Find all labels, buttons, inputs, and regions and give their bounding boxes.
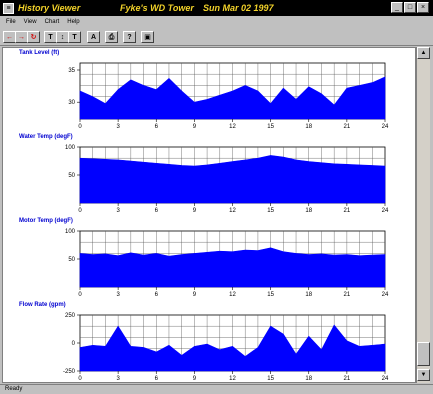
refresh-icon[interactable]: ↻	[27, 31, 40, 43]
series-area	[79, 324, 386, 372]
chart-title: Water Temp (degF)	[19, 134, 73, 140]
history-date: Sun Mar 02 1997	[203, 3, 274, 13]
x-tick-label: 24	[382, 376, 389, 382]
x-tick-label: 3	[116, 208, 120, 214]
help-icon[interactable]: ?	[123, 31, 136, 43]
window-tool-icon[interactable]: ▣	[141, 31, 154, 43]
y-tick-label: 100	[65, 145, 76, 151]
x-tick-label: 0	[78, 376, 82, 382]
x-tick-label: 18	[305, 376, 312, 382]
x-tick-label: 15	[267, 292, 274, 298]
tank-level-chart: 35 30 0 3 6 9 12 15 18 21 24	[68, 62, 389, 130]
y-tick-label: 50	[68, 173, 75, 179]
x-tick-label: 9	[193, 292, 197, 298]
x-tick-label: 0	[78, 208, 82, 214]
y-tick-label: 0	[72, 341, 76, 347]
close-button[interactable]: ×	[417, 2, 429, 13]
toolbar: ← → ↻ T ↕ T A ⎙ ? ▣	[0, 28, 433, 46]
chart-panel-tank-level: Tank Level (ft) 35 30 0 3 6 9 12 15 18 21 24	[3, 48, 417, 132]
minimize-button[interactable]: _	[391, 2, 403, 13]
x-tick-label: 3	[116, 376, 120, 382]
x-tick-label: 15	[267, 208, 274, 214]
y-tick-label: 50	[68, 257, 75, 263]
chart-title: Flow Rate (gpm)	[19, 302, 66, 308]
chart-panel-water-temp: Water Temp (degF) 100 50 0 3 6 9 12 15 18 21 24	[3, 132, 417, 216]
x-tick-label: 24	[382, 208, 389, 214]
menu-chart[interactable]: Chart	[44, 19, 60, 25]
menu-file[interactable]: File	[6, 19, 16, 25]
water-temp-chart: 100 50 0 3 6 9 12 15 18 21 24	[65, 145, 389, 214]
scroll-thumb[interactable]	[417, 342, 430, 366]
title-bar[interactable]: ≡ History Viewer Fyke's WD Tower Sun Mar…	[0, 0, 433, 16]
x-tick-label: 24	[382, 292, 389, 298]
menu-view[interactable]: View	[23, 19, 37, 25]
chart-panel-flow-rate: Flow Rate (gpm) 250 0 -250 0 3 6 9 12 15 18 21 24	[3, 300, 417, 384]
series-area	[79, 76, 386, 120]
chart-title: Motor Temp (degF)	[19, 218, 73, 224]
x-tick-label: 12	[229, 376, 236, 382]
status-text: Ready	[5, 386, 23, 392]
y-tick-label: 30	[68, 100, 75, 106]
x-tick-label: 12	[229, 292, 236, 298]
menu-bar: File View Chart Help	[0, 16, 433, 28]
vertical-scrollbar[interactable]: ▲ ▼	[416, 47, 430, 383]
window-controls: _ □ ×	[391, 2, 429, 13]
x-tick-label: 21	[344, 208, 351, 214]
x-tick-label: 21	[344, 292, 351, 298]
chart-panel-motor-temp: Motor Temp (degF) 100 50 0 3 6 9 12 15 18 21 24	[3, 216, 417, 300]
site-name: Fyke's WD Tower	[120, 3, 194, 13]
y-tick-label: -250	[63, 369, 76, 375]
y-tick-label: 250	[65, 313, 76, 319]
x-tick-label: 6	[155, 124, 159, 130]
x-tick-label: 12	[229, 124, 236, 130]
series-area	[79, 247, 386, 288]
x-tick-label: 3	[116, 292, 120, 298]
x-tick-label: 18	[305, 124, 312, 130]
y-tick-label: 35	[68, 68, 75, 74]
trend-tool-icon[interactable]: T	[68, 31, 81, 43]
x-tick-label: 18	[305, 292, 312, 298]
font-tool-icon[interactable]: A	[87, 31, 100, 43]
x-tick-label: 12	[229, 208, 236, 214]
y-tick-label: 100	[65, 229, 76, 235]
maximize-button[interactable]: □	[404, 2, 416, 13]
scroll-up-icon[interactable]: ▲	[417, 47, 430, 59]
x-tick-label: 21	[344, 376, 351, 382]
x-tick-label: 6	[155, 208, 159, 214]
x-tick-label: 0	[78, 124, 82, 130]
scroll-down-icon[interactable]: ▼	[417, 369, 430, 381]
chart-area: Tank Level (ft) 35 30 0 3 6 9 12 15 18 21 24 Water…	[2, 47, 416, 383]
x-tick-label: 18	[305, 208, 312, 214]
x-tick-label: 24	[382, 124, 389, 130]
x-tick-label: 6	[155, 376, 159, 382]
x-tick-label: 15	[267, 124, 274, 130]
chart-title: Tank Level (ft)	[19, 50, 60, 56]
x-tick-label: 0	[78, 292, 82, 298]
scale-tool-icon[interactable]: ↕	[56, 31, 69, 43]
motor-temp-chart: 100 50 0 3 6 9 12 15 18 21 24	[65, 229, 389, 298]
x-tick-label: 21	[344, 124, 351, 130]
x-tick-label: 6	[155, 292, 159, 298]
series-area	[79, 155, 386, 204]
window-title: History Viewer	[18, 3, 81, 13]
x-tick-label: 9	[193, 124, 197, 130]
app-icon[interactable]: ≡	[3, 2, 14, 14]
menu-help[interactable]: Help	[67, 19, 80, 25]
x-tick-label: 9	[193, 376, 197, 382]
status-bar: Ready	[0, 384, 433, 394]
print-icon[interactable]: ⎙	[105, 31, 118, 43]
x-tick-label: 3	[116, 124, 120, 130]
x-tick-label: 9	[193, 208, 197, 214]
x-tick-label: 15	[267, 376, 274, 382]
